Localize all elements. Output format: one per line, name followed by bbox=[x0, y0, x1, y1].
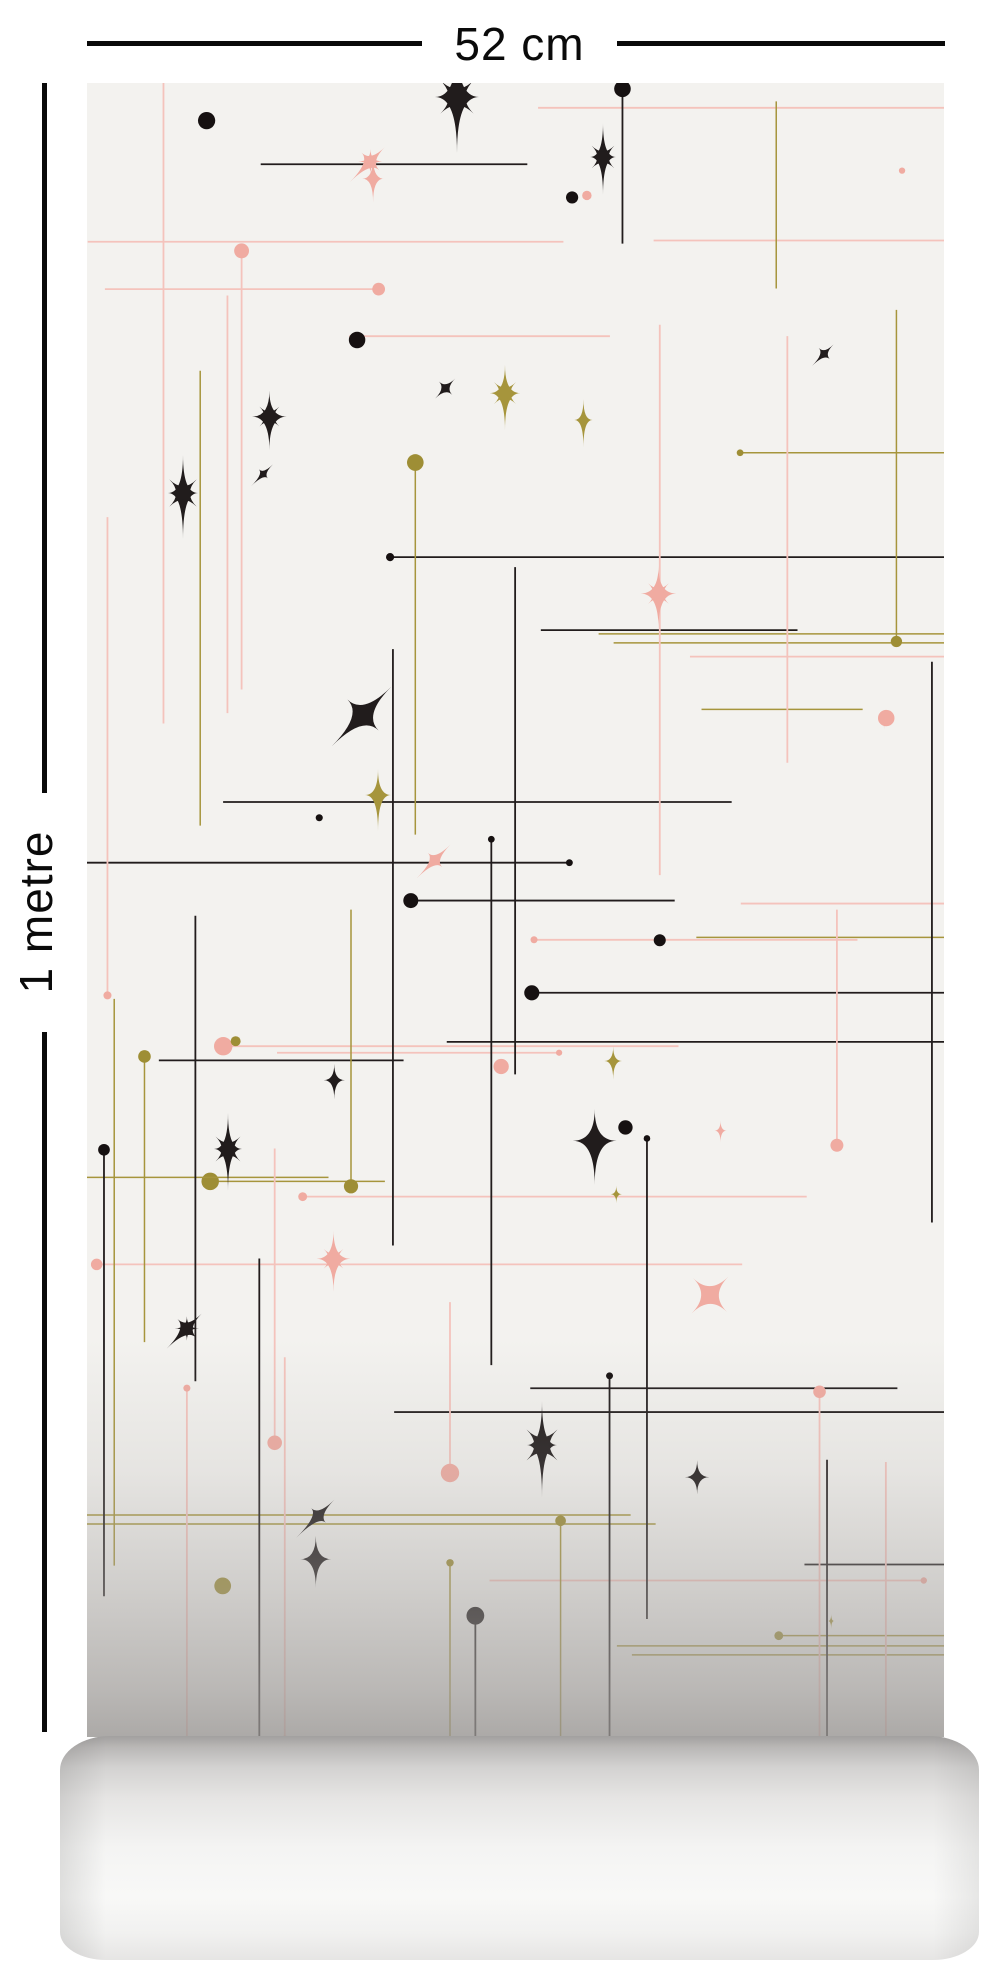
height-dimension-line-lower bbox=[42, 1032, 47, 1732]
wallpaper-sheet bbox=[87, 83, 944, 1737]
height-label: 1 metre bbox=[10, 830, 62, 994]
width-dimension-line-left bbox=[87, 41, 422, 46]
height-dimension-line-upper bbox=[42, 83, 47, 793]
wallpaper-roll bbox=[60, 1736, 979, 1960]
wallpaper-pattern bbox=[87, 83, 944, 1737]
width-dimension-line-right bbox=[617, 41, 945, 46]
width-label: 52 cm bbox=[454, 18, 585, 70]
